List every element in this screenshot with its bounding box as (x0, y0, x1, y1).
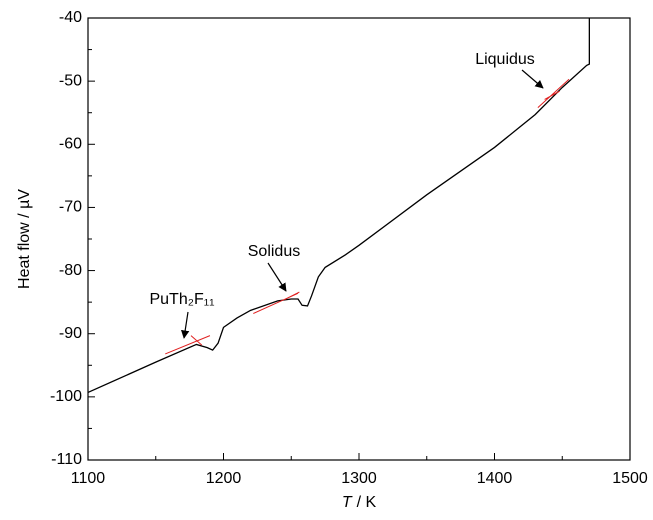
x-tick-label: 1100 (71, 470, 106, 487)
y-tick-label: -40 (59, 9, 82, 26)
x-tick-label: 1400 (477, 470, 513, 487)
x-tick-label: 1500 (612, 470, 648, 487)
data-line (87, 18, 590, 394)
y-tick-label: -50 (59, 72, 82, 89)
y-tick-label: -80 (59, 262, 82, 279)
annotation-arrow (521, 69, 544, 89)
y-axis-label: Heat flow / µV (16, 189, 33, 289)
annotation-arrow (180, 311, 190, 339)
y-tick-label: -70 (59, 199, 82, 216)
x-axis-unit: / K (357, 494, 377, 511)
y-tick-label: -90 (59, 325, 82, 342)
annotation: Solidus (248, 243, 300, 260)
tangent-lines (165, 78, 570, 355)
plot-frame (87, 17, 631, 461)
annotation: PuTh₂F₁₁ (149, 291, 214, 308)
x-axis-label: T / K (342, 494, 377, 511)
x-axis-symbol: T (342, 494, 353, 511)
y-tick-label: -100 (50, 388, 82, 405)
x-tick-label: 1300 (341, 470, 377, 487)
y-tick-label: -110 (51, 451, 82, 468)
annotation-arrow (267, 262, 287, 292)
y-tick-label: -60 (59, 136, 82, 153)
x-tick-label: 1200 (206, 470, 242, 487)
annotation: Liquidus (475, 51, 535, 68)
